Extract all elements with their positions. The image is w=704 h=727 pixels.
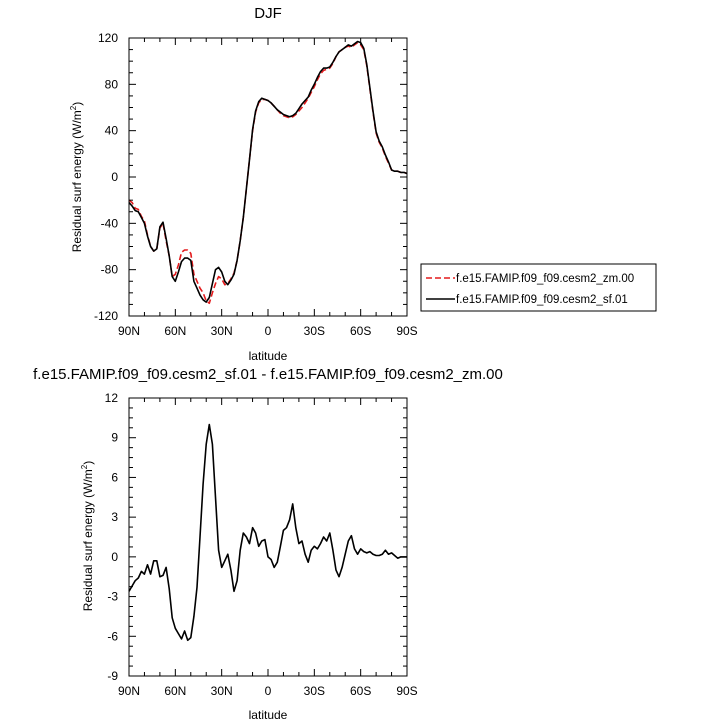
bottom-x-tick-label: 30S [304,684,325,698]
top-plot-frame [128,37,408,317]
top-y-tick-label: -40 [101,216,119,230]
top-y-tick-label: -120 [94,309,118,323]
bottom-series-layer [128,423,407,642]
legend: f.e15.FAMIP.f09_f09.cesm2_zm.00 f.e15.FA… [420,263,657,312]
top-x-tick-label: 60N [164,324,186,338]
top-ticks-layer: 90N 60N 30N 0 30S 60S 90S 120 80 40 0 -40 -80 -120 [94,31,418,338]
legend-label-sf: f.e15.FAMIP.f09_f09.cesm2_sf.01 [456,294,628,306]
top-y-axis-label-main: Residual surf energy (W/m [70,110,84,252]
bottom-y-axis-label: Residual surf energy (W/m2) [80,461,95,612]
bottom-y-tick-label: -9 [107,669,118,683]
bottom-x-tick-label: 0 [265,684,272,698]
bottom-x-tick-label: 30N [211,684,233,698]
top-x-tick-label: 30S [304,324,325,338]
top-series-layer [128,40,408,305]
bottom-series-line-0 [128,423,407,642]
top-y-axis-label-sup: 2 [69,105,78,110]
bottom-y-tick-label: -6 [107,629,118,643]
legend-box [420,263,657,312]
top-x-tick-label: 0 [265,324,272,338]
bottom-x-tick-label: 60N [164,684,186,698]
bottom-y-tick-label: 12 [105,391,119,405]
bottom-y-axis-label-sup: 2 [80,464,89,469]
bottom-y-axis-label-main: Residual surf energy (W/m [81,469,95,611]
bottom-y-axis-label-close: ) [81,461,95,465]
bottom-panel: f.e15.FAMIP.f09_f09.cesm2_sf.01 - f.e15.… [33,366,503,722]
bottom-y-tick-label: 6 [111,470,118,484]
bottom-y-tick-label: 3 [111,510,118,524]
bottom-chart-title: f.e15.FAMIP.f09_f09.cesm2_sf.01 - f.e15.… [33,366,503,383]
top-y-tick-label: -80 [101,263,119,277]
top-y-tick-label: 80 [105,77,119,91]
bottom-ticks-layer: 90N 60N 30N 0 30S 60S 90S 12 9 6 3 0 -3 -6 -9 [105,391,418,698]
top-chart-title: DJF [254,5,282,22]
top-y-tick-label: 40 [105,124,119,138]
bottom-x-tick-label: 90N [118,684,140,698]
top-x-tick-label: 90N [118,324,140,338]
top-x-axis-label: latitude [249,349,288,363]
legend-label-zm: f.e15.FAMIP.f09_f09.cesm2_zm.00 [456,273,634,285]
top-x-tick-label: 90S [396,324,417,338]
bottom-y-tick-label: -3 [107,590,118,604]
top-y-axis-label: Residual surf energy (W/m2) [69,102,84,253]
bottom-y-tick-label: 9 [111,431,118,445]
top-y-tick-label: 0 [111,170,118,184]
top-series-line-1 [128,40,408,303]
top-panel: DJF 90N 60N 30N 0 30S 60S 90S 120 80 40 0 -40 -80 -12… [69,5,418,363]
top-y-axis-label-close: ) [70,102,84,106]
bottom-y-tick-label: 0 [111,550,118,564]
bottom-x-axis-label: latitude [249,708,288,722]
top-y-tick-label: 120 [98,31,118,45]
bottom-plot-frame [128,397,408,677]
bottom-x-tick-label: 60S [350,684,371,698]
bottom-x-tick-label: 90S [396,684,417,698]
top-x-tick-label: 30N [211,324,233,338]
top-x-tick-label: 60S [350,324,371,338]
